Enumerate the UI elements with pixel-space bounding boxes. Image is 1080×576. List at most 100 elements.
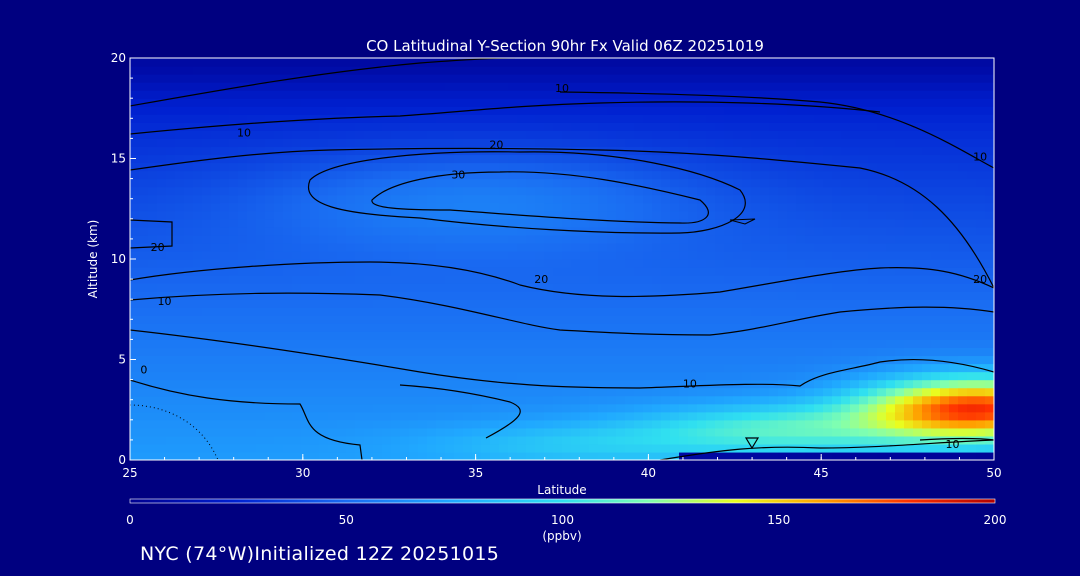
heatmap-cell [364, 250, 374, 260]
heatmap-cell [256, 162, 266, 172]
heatmap-cell [634, 194, 644, 204]
heatmap-cell [634, 339, 644, 349]
heatmap-cell [139, 323, 149, 332]
heatmap-cell [643, 267, 653, 276]
heatmap-cell [265, 226, 275, 236]
heatmap-cell [463, 66, 473, 75]
heatmap-cell [319, 82, 329, 91]
heatmap-cell [922, 451, 932, 460]
heatmap-cell [688, 74, 698, 83]
heatmap-cell [247, 355, 257, 365]
heatmap-cell [562, 315, 572, 324]
heatmap-cell [931, 379, 941, 389]
heatmap-cell [796, 170, 806, 180]
heatmap-cell [679, 355, 689, 365]
heatmap-cell [481, 299, 491, 308]
heatmap-cell [193, 218, 203, 228]
heatmap-cell [283, 154, 293, 164]
heatmap-cell [886, 371, 896, 381]
heatmap-cell [697, 331, 707, 340]
heatmap-cell [841, 122, 851, 131]
heatmap-cell [229, 98, 239, 107]
heatmap-cell [418, 218, 428, 228]
heatmap-cell [643, 146, 653, 156]
heatmap-cell [877, 66, 887, 75]
heatmap-cell [823, 138, 833, 148]
heatmap-cell [283, 194, 293, 204]
heatmap-cell [247, 58, 257, 67]
heatmap-cell [598, 178, 608, 188]
heatmap-cell [733, 323, 743, 332]
heatmap-cell [895, 371, 905, 381]
heatmap-cell [589, 339, 599, 349]
heatmap-cell [400, 435, 410, 445]
heatmap-cell [949, 202, 959, 212]
heatmap-cell [706, 411, 716, 421]
heatmap-cell [184, 323, 194, 332]
heatmap-cell [814, 419, 824, 429]
heatmap-cell [661, 419, 671, 429]
heatmap-cell [463, 82, 473, 91]
heatmap-cell [247, 90, 257, 99]
heatmap-cell [148, 435, 158, 445]
heatmap-cell [364, 451, 374, 460]
heatmap-cell [256, 403, 266, 413]
heatmap-cell [364, 106, 374, 115]
heatmap-cell [301, 226, 311, 236]
heatmap-cell [427, 339, 437, 349]
heatmap-cell [274, 250, 284, 260]
heatmap-cell [949, 259, 959, 268]
heatmap-cell [400, 162, 410, 172]
heatmap-cell [481, 267, 491, 276]
heatmap-cell [832, 250, 842, 260]
y-tick-label: 10 [111, 252, 126, 266]
heatmap-cell [769, 451, 779, 460]
heatmap-cell [283, 98, 293, 107]
heatmap-cell [841, 403, 851, 413]
heatmap-cell [850, 162, 860, 172]
heatmap-cell [886, 146, 896, 156]
heatmap-cell [418, 106, 428, 115]
heatmap-cell [364, 114, 374, 123]
heatmap-cell [391, 379, 401, 389]
heatmap-cell [823, 355, 833, 365]
heatmap-cell [229, 210, 239, 220]
heatmap-cell [886, 435, 896, 445]
heatmap-cell [670, 403, 680, 413]
heatmap-cell [643, 250, 653, 260]
heatmap-cell [742, 371, 752, 381]
heatmap-cell [805, 331, 815, 340]
heatmap-cell [427, 267, 437, 276]
heatmap-cell [328, 363, 338, 373]
heatmap-cell [490, 259, 500, 268]
heatmap-cell [823, 379, 833, 389]
heatmap-cell [742, 154, 752, 164]
heatmap-cell [283, 218, 293, 228]
heatmap-cell [661, 347, 671, 357]
heatmap-cell [130, 443, 140, 453]
heatmap-cell [724, 234, 734, 244]
heatmap-cell [832, 106, 842, 115]
heatmap-cell [400, 194, 410, 204]
heatmap-cell [967, 58, 977, 67]
heatmap-cell [985, 371, 994, 381]
heatmap-cell [166, 162, 176, 172]
heatmap-cell [535, 210, 545, 220]
heatmap-cell [931, 387, 941, 397]
heatmap-cell [751, 218, 761, 228]
heatmap-cell [877, 419, 887, 429]
heatmap-cell [355, 58, 365, 67]
heatmap-cell [382, 427, 392, 437]
heatmap-cell [931, 226, 941, 236]
heatmap-cell [265, 307, 275, 316]
heatmap-cell [265, 74, 275, 83]
heatmap-cell [337, 395, 347, 405]
heatmap-cell [769, 403, 779, 413]
heatmap-cell [346, 355, 356, 365]
heatmap-cell [607, 411, 617, 421]
heatmap-cell [814, 226, 824, 236]
heatmap-cell [463, 363, 473, 373]
heatmap-cell [211, 363, 221, 373]
heatmap-cell [913, 234, 923, 244]
heatmap-cell [526, 379, 536, 389]
